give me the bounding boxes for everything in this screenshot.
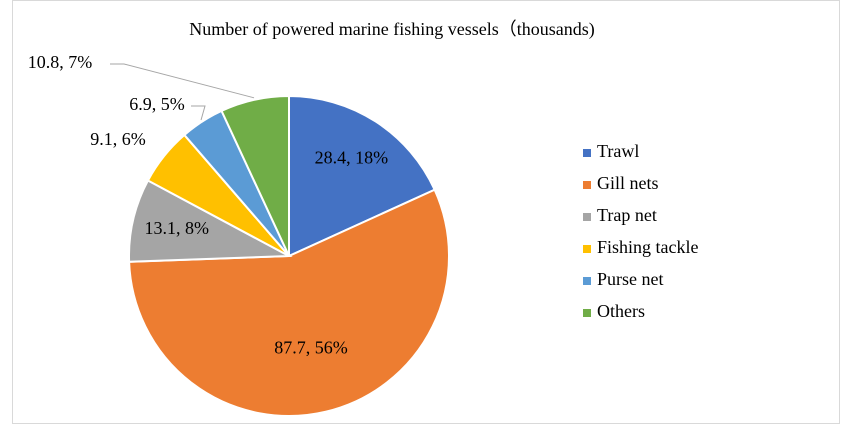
data-label: 10.8, 7%	[28, 52, 93, 72]
data-label: 28.4, 18%	[315, 147, 389, 167]
pie-slice	[128, 188, 450, 417]
legend-label: Gill nets	[597, 173, 659, 193]
leader-line	[110, 63, 255, 99]
legend-label: Trap net	[597, 205, 657, 225]
leader-line	[191, 105, 206, 121]
legend-swatch	[583, 277, 591, 285]
legend-label: Others	[597, 301, 645, 321]
data-label: 9.1, 6%	[90, 129, 146, 149]
legend-swatch	[583, 309, 591, 317]
pie-slice	[128, 179, 293, 263]
data-label: 6.9, 5%	[129, 94, 185, 114]
legend-swatch	[583, 245, 591, 253]
legend-swatch	[583, 149, 591, 157]
data-label: 13.1, 8%	[145, 218, 210, 238]
data-label: 87.7, 56%	[274, 338, 348, 358]
legend-label: Purse net	[597, 269, 664, 289]
pie-slice	[220, 94, 290, 257]
legend-label: Fishing tackle	[597, 237, 699, 257]
legend-label: Trawl	[597, 141, 639, 161]
legend-swatch	[583, 213, 591, 221]
chart-title: Number of powered marine fishing vessels…	[189, 19, 594, 40]
pie-slice	[288, 94, 436, 258]
legend-swatch	[583, 181, 591, 189]
